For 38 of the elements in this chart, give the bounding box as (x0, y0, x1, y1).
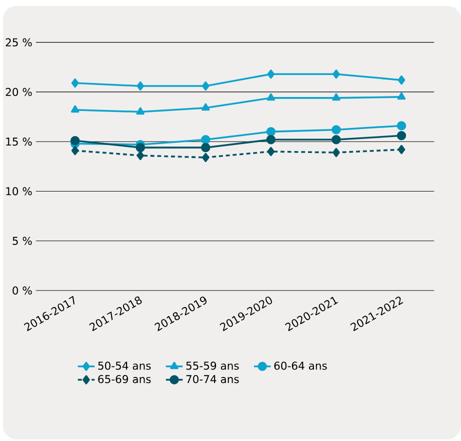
point (332, 124, 341, 134)
y-tick-label: 5 % (12, 236, 32, 245)
point (266, 134, 276, 144)
legend-label: 60-64 ans (274, 361, 327, 370)
point (332, 69, 340, 79)
point (396, 130, 406, 140)
point (396, 120, 406, 130)
y-tick-label: 25 % (6, 38, 32, 46)
point (266, 93, 276, 100)
point (332, 148, 340, 157)
legend-label: 70-74 ans (186, 374, 239, 383)
point (201, 142, 210, 152)
point (332, 134, 341, 144)
point (201, 134, 210, 144)
point (71, 146, 79, 155)
point (267, 69, 275, 79)
legend-label: 65-69 ans (98, 374, 151, 383)
point (71, 78, 79, 88)
point (136, 142, 145, 152)
point (267, 146, 275, 156)
point (266, 126, 276, 136)
point (398, 75, 406, 84)
legend-label: 50-54 ans (98, 361, 151, 370)
legend-label: 55-59 ans (186, 361, 239, 370)
y-tick-label: 15 % (6, 137, 32, 146)
point (136, 81, 144, 90)
point (398, 144, 406, 154)
point (202, 152, 210, 162)
point (70, 136, 80, 146)
point (70, 105, 80, 112)
point (202, 103, 210, 110)
y-tick-label: 20 % (6, 88, 32, 96)
point (202, 81, 210, 90)
y-tick-label: 0 % (12, 286, 32, 294)
point (332, 93, 340, 100)
point (397, 92, 406, 100)
y-tick-label: 10 % (6, 186, 32, 196)
point (136, 107, 144, 114)
